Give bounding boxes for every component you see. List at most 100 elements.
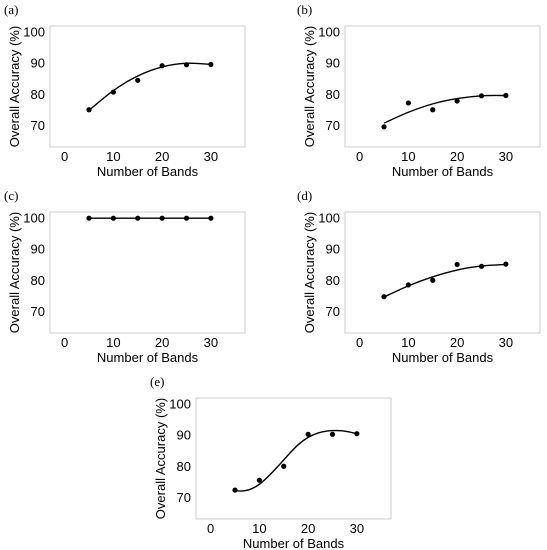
y-axis-title: Overall Accuracy (%) — [302, 212, 317, 333]
x-tick-label: 10 — [106, 335, 120, 350]
data-point — [232, 487, 238, 493]
x-tick-label: 10 — [252, 521, 266, 536]
x-tick-label: 30 — [350, 521, 364, 536]
data-point — [135, 77, 141, 83]
data-point — [86, 215, 92, 221]
x-tick-label: 20 — [450, 335, 464, 350]
y-tick-label: 80 — [326, 273, 340, 288]
data-point — [183, 62, 190, 68]
y-tick-label: 100 — [169, 397, 191, 412]
y-tick-label: 90 — [31, 56, 45, 71]
x-tick-label: 0 — [356, 149, 363, 164]
x-tick-label: 10 — [401, 149, 415, 164]
data-point — [381, 124, 387, 130]
data-point — [503, 92, 509, 99]
x-tick-label: 10 — [106, 149, 120, 164]
x-tick-label: 20 — [301, 521, 315, 536]
plot-frame — [344, 25, 541, 148]
data-point — [135, 215, 141, 221]
panel-label: (c) — [4, 188, 18, 203]
y-tick-label: 100 — [318, 211, 340, 226]
x-tick-label: 0 — [356, 335, 363, 350]
x-axis-title: Number of Bands — [97, 350, 199, 365]
x-tick-label: 10 — [401, 335, 415, 350]
data-point — [454, 261, 460, 268]
data-point — [503, 261, 509, 267]
panel-b: (b) 70 80 90 100 0 10 20 30 Number of Bands Overal… — [297, 2, 541, 179]
y-tick-label: 100 — [23, 25, 45, 40]
data-point — [183, 215, 190, 221]
plot-frame — [195, 397, 392, 520]
data-point — [329, 431, 336, 437]
x-tick-label: 30 — [204, 149, 218, 164]
panel-d: (d) 70 80 90 100 0 10 20 30 Number of Bands Overal… — [297, 188, 541, 365]
panel-e: (e) 70 80 90 100 0 10 20 30 Number of Bands Overal… — [150, 374, 392, 550]
panel-label: (e) — [150, 374, 164, 389]
trend-line — [383, 94, 506, 124]
y-tick-label: 90 — [177, 428, 191, 443]
y-tick-label: 100 — [23, 211, 45, 226]
x-tick-label: 20 — [155, 149, 169, 164]
data-point — [208, 215, 214, 221]
y-axis-title: Overall Accuracy (%) — [153, 398, 168, 519]
y-tick-label: 70 — [326, 304, 340, 319]
x-tick-label: 0 — [207, 521, 214, 536]
y-tick-label: 80 — [31, 273, 45, 288]
trend-line — [383, 263, 506, 298]
x-tick-label: 30 — [499, 335, 513, 350]
data-point — [208, 61, 214, 68]
x-axis-title: Number of Bands — [392, 164, 494, 179]
panel-a: (a) 70 80 90 100 0 10 20 30 Number of Bands Overal… — [4, 2, 246, 179]
data-point — [430, 277, 436, 283]
data-point — [478, 263, 485, 269]
x-tick-label: 30 — [499, 149, 513, 164]
y-tick-label: 70 — [31, 304, 45, 319]
data-point — [430, 107, 436, 113]
x-tick-label: 0 — [61, 149, 68, 164]
x-axis-title: Number of Bands — [243, 536, 345, 550]
data-point — [405, 282, 411, 288]
data-point — [159, 215, 165, 221]
y-tick-label: 90 — [326, 242, 340, 257]
plot-frame — [344, 211, 541, 334]
data-point — [281, 463, 287, 469]
data-point — [305, 431, 311, 437]
panel-c: (c) 70 80 90 100 0 10 20 30 Number of Bands Overal… — [4, 188, 246, 365]
data-point — [354, 431, 360, 437]
y-tick-label: 80 — [326, 87, 340, 102]
data-point — [110, 89, 116, 95]
y-axis-title: Overall Accuracy (%) — [7, 26, 22, 147]
y-tick-label: 90 — [31, 242, 45, 257]
panel-label: (b) — [297, 2, 312, 17]
plot-frame — [49, 211, 246, 334]
x-axis-title: Number of Bands — [97, 164, 199, 179]
data-point — [86, 107, 92, 113]
y-tick-label: 80 — [177, 459, 191, 474]
y-tick-label: 70 — [31, 118, 45, 133]
y-axis-title: Overall Accuracy (%) — [302, 26, 317, 147]
y-axis-title: Overall Accuracy (%) — [7, 212, 22, 333]
panel-label: (a) — [4, 2, 18, 17]
x-axis-title: Number of Bands — [392, 350, 494, 365]
y-tick-label: 100 — [318, 25, 340, 40]
x-tick-label: 20 — [155, 335, 169, 350]
y-tick-label: 70 — [177, 490, 191, 505]
y-tick-label: 70 — [326, 118, 340, 133]
data-point — [256, 477, 262, 483]
data-point — [110, 215, 116, 221]
y-tick-label: 80 — [31, 87, 45, 102]
trend-line — [234, 429, 358, 492]
trend-line — [88, 62, 211, 111]
plot-frame — [49, 25, 246, 148]
panel-label: (d) — [297, 188, 312, 203]
data-point — [454, 98, 460, 104]
data-point — [381, 294, 387, 300]
data-point — [405, 100, 411, 106]
x-tick-label: 20 — [450, 149, 464, 164]
data-point — [159, 63, 165, 69]
data-point — [478, 93, 485, 99]
x-tick-label: 30 — [204, 335, 218, 350]
y-tick-label: 90 — [326, 56, 340, 71]
x-tick-label: 0 — [61, 335, 68, 350]
